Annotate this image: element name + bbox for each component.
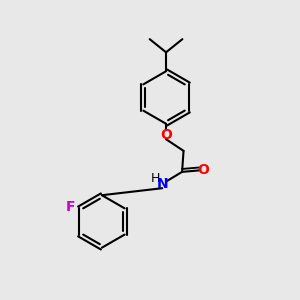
Text: O: O bbox=[197, 164, 209, 177]
Text: O: O bbox=[160, 128, 172, 142]
Text: H: H bbox=[151, 172, 160, 185]
Text: N: N bbox=[156, 177, 168, 191]
Text: F: F bbox=[66, 200, 76, 214]
